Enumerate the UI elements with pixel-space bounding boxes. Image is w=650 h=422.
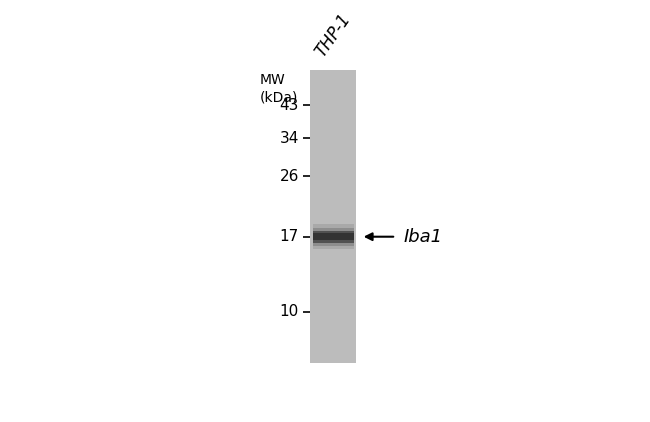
Text: THP-1: THP-1 — [311, 11, 354, 60]
Text: 26: 26 — [280, 169, 299, 184]
Text: 43: 43 — [280, 97, 299, 113]
Bar — [313, 225, 354, 249]
Bar — [313, 227, 354, 246]
Text: 17: 17 — [280, 229, 299, 244]
Text: 10: 10 — [280, 305, 299, 319]
Bar — [313, 233, 354, 240]
Text: MW
(kDa): MW (kDa) — [260, 73, 298, 105]
Bar — [313, 231, 354, 243]
Bar — [311, 70, 356, 362]
Text: 34: 34 — [280, 131, 299, 146]
Text: Iba1: Iba1 — [404, 228, 443, 246]
